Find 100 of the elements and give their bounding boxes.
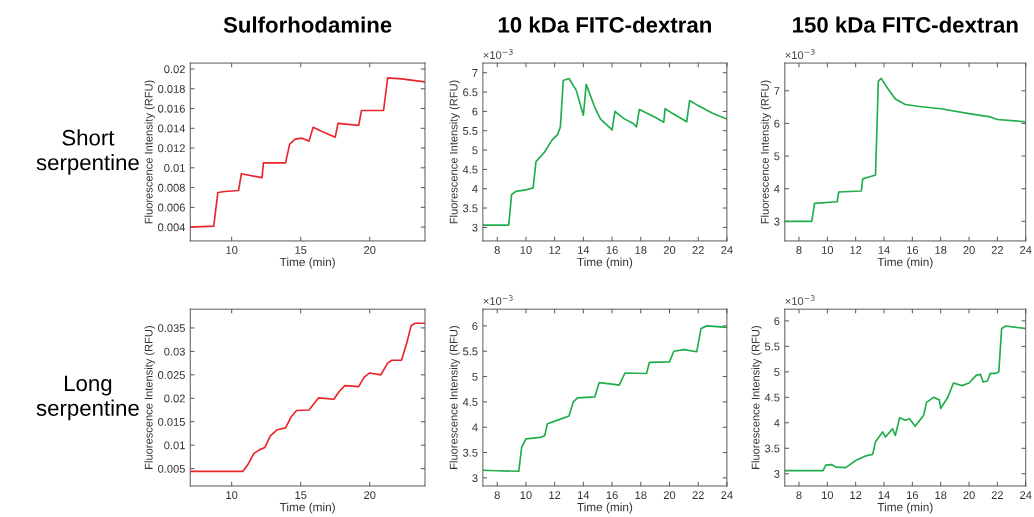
y-tick-label: 6 (472, 107, 478, 116)
x-tick-label: 15 (295, 491, 307, 499)
line-series (190, 322, 425, 473)
x-tick-label: 24 (721, 491, 733, 499)
y-tick-label: 6 (774, 119, 780, 128)
y-tick-label: 0.02 (164, 394, 185, 403)
x-tick-label: 14 (878, 246, 890, 254)
y-tick-label: 5 (472, 146, 478, 155)
y-tick-label: 3.5 (764, 444, 780, 453)
y-tick-label: 0.018 (158, 85, 185, 93)
text: Short serpentine (36, 129, 139, 175)
x-tick-label: 10 (226, 246, 238, 254)
y-tick-label: 3.5 (463, 204, 478, 213)
y-tick-label: 3 (774, 217, 780, 226)
y-tick-label: 0.012 (158, 144, 185, 153)
x-axis-title: Time (min) (577, 502, 633, 514)
x-tick-label: 20 (364, 246, 376, 254)
x-tick-label: 22 (692, 246, 704, 254)
y-tick-label: 5.5 (764, 342, 780, 351)
y-tick-label: 0.035 (158, 324, 185, 333)
x-tick-label: 12 (549, 491, 561, 499)
y-tick-label: 6 (774, 317, 780, 326)
y-tick-label: 0.02 (164, 65, 185, 74)
x-tick-label: 8 (796, 491, 802, 499)
x-axis-title: Time (min) (279, 502, 335, 514)
y-tick-label: 4 (472, 423, 478, 432)
y-tick-label: 0.025 (158, 371, 185, 379)
x-tick-label: 14 (578, 491, 590, 499)
y-axis-title: Fluorescence Intensity (RFU) (449, 80, 460, 224)
x-tick-label: 12 (850, 491, 862, 499)
x-tick-label: 24 (721, 246, 733, 254)
y-tick-label: 0.008 (158, 183, 185, 192)
y-tick-label: 3.5 (463, 448, 478, 457)
x-tick-label: 18 (635, 246, 647, 254)
y-tick-label: 0.015 (158, 417, 185, 426)
y-tick-label: 4 (472, 185, 478, 193)
y-tick-label: 0.004 (158, 223, 186, 232)
x-axis-title: Time (min) (877, 257, 933, 269)
x-tick-label: 16 (606, 491, 618, 499)
x-tick-label: 20 (364, 491, 376, 499)
x-tick-label: 20 (963, 246, 975, 254)
x-tick-label: 14 (578, 246, 590, 254)
y-tick-label: 5 (774, 152, 780, 161)
y-tick-label: 5.5 (463, 347, 478, 356)
x-tick-label: 22 (692, 491, 704, 499)
y-tick-label: 0.006 (158, 203, 185, 212)
x-tick-label: 10 (520, 246, 532, 254)
y-axis-title: Fluorescence Intensity (RFU) (144, 326, 155, 469)
y-tick-label: 6 (472, 322, 478, 331)
y-tick-label: 3 (472, 223, 478, 232)
x-tick-label: 14 (878, 491, 890, 499)
x-tick-label: 10 (520, 491, 532, 499)
y-tick-label: 7 (472, 69, 478, 77)
y-tick-label: 4 (774, 185, 780, 193)
x-tick-label: 8 (796, 246, 802, 254)
x-tick-label: 10 (821, 246, 834, 254)
y-tick-label: 0.03 (164, 347, 185, 356)
line-series (190, 77, 425, 228)
y-tick-label: 5 (472, 372, 478, 381)
y-axis-title: Fluorescence Intensity (RFU) (449, 326, 460, 469)
text: ×10$^{−3}$ (785, 294, 815, 306)
chart-title: 10 kDa FITC-dextran (498, 16, 711, 33)
x-tick-label: 12 (549, 246, 561, 254)
y-tick-label: 0.01 (164, 441, 185, 450)
text: ×10$^{−3}$ (483, 294, 513, 306)
x-tick-label: 15 (295, 246, 307, 254)
y-tick-label: 4.5 (764, 393, 780, 402)
x-tick-label: 10 (821, 491, 834, 499)
y-tick-label: 3 (774, 470, 780, 478)
x-tick-label: 22 (991, 246, 1004, 254)
x-tick-label: 16 (606, 246, 618, 254)
x-tick-label: 10 (226, 491, 238, 499)
y-tick-label: 3 (472, 474, 478, 483)
y-tick-label: 0.005 (158, 464, 185, 473)
x-tick-label: 22 (991, 491, 1004, 499)
chart-title: 150 kDa FITC-dextran (793, 16, 1018, 33)
x-tick-label: 20 (963, 491, 975, 499)
x-tick-label: 18 (935, 246, 947, 254)
y-tick-label: 0.01 (164, 164, 185, 172)
y-tick-label: 6.5 (463, 88, 478, 97)
y-tick-label: 0.014 (158, 124, 186, 133)
y-tick-label: 7 (774, 87, 780, 95)
text: Long serpentine (36, 375, 139, 421)
x-axis-title: Time (min) (877, 502, 933, 514)
chart-title: Sulforhodamine (223, 16, 392, 33)
y-tick-label: 4 (774, 419, 780, 427)
line-series (482, 325, 727, 473)
x-tick-label: 16 (907, 491, 919, 499)
x-tick-label: 24 (1020, 246, 1032, 254)
x-tick-label: 18 (935, 491, 947, 499)
x-tick-label: 24 (1020, 491, 1032, 499)
y-tick-label: 4.5 (462, 398, 478, 407)
y-axis-title: Fluorescence Intensity (RFU) (751, 326, 762, 469)
text: ×10$^{−3}$ (483, 48, 513, 60)
x-tick-label: 20 (663, 491, 676, 499)
x-tick-label: 18 (635, 491, 647, 499)
x-tick-label: 12 (850, 246, 862, 254)
y-tick-label: 5.5 (463, 127, 478, 135)
x-tick-label: 20 (663, 246, 676, 254)
line-series (784, 77, 1026, 223)
